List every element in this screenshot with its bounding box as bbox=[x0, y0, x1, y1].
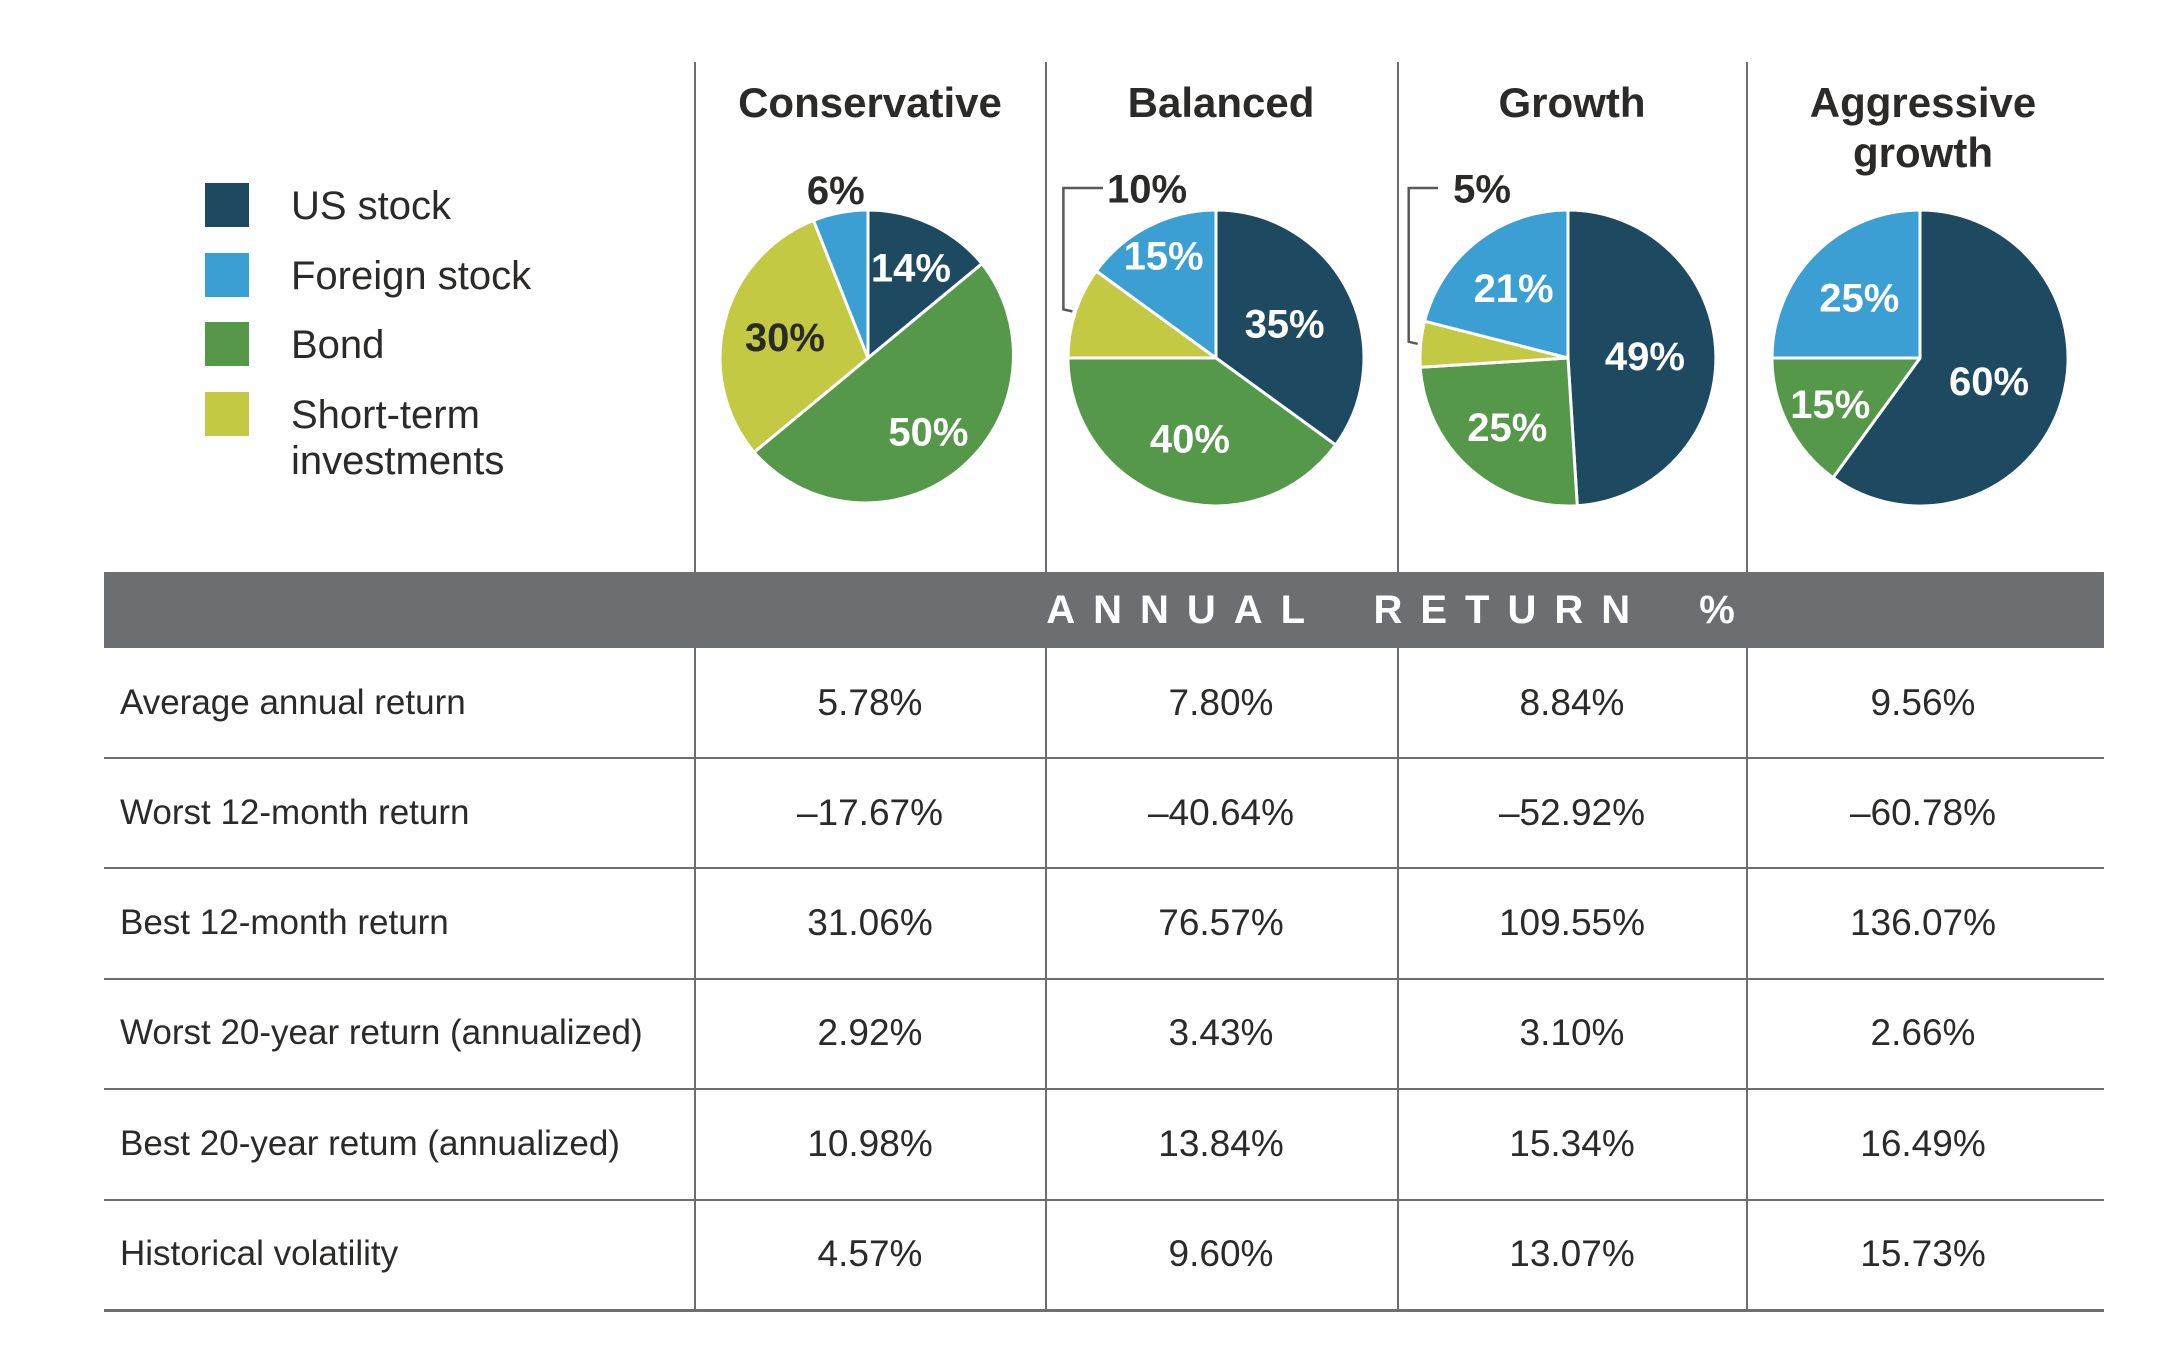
row-label-historical-volatility: Historical volatility bbox=[120, 1234, 399, 1273]
pie-chart-conservative: 14% 50% 30% 6% bbox=[718, 169, 1015, 505]
legend-item-us-stock: US stock bbox=[205, 183, 451, 229]
pie-slice-us-stock bbox=[866, 208, 984, 360]
table-cell: 13.07% bbox=[1509, 1233, 1635, 1274]
legend-item-bond: Bond bbox=[205, 322, 384, 368]
legend-label: Foreign stock bbox=[291, 254, 532, 298]
pie-slice-foreign-stock bbox=[1094, 208, 1218, 360]
annual-return-band: ANNUAL RETURN % bbox=[104, 572, 2104, 648]
row-divider bbox=[104, 1088, 2104, 1090]
row-label-best-12-month-return: Best 12-month return bbox=[120, 903, 449, 942]
pie-slice-percent-label: 15% bbox=[1124, 235, 1204, 279]
pie-slice-percent-label: 35% bbox=[1245, 303, 1325, 347]
pie-slice-short-term-investments bbox=[718, 218, 870, 454]
table-bottom-border bbox=[104, 1309, 2104, 1312]
row-divider bbox=[104, 757, 2104, 759]
column-divider bbox=[1045, 62, 1047, 1310]
table-cell: 8.84% bbox=[1519, 682, 1625, 723]
foreign-stock-swatch-icon bbox=[205, 253, 249, 297]
pie-slice-percent-label: 25% bbox=[1819, 277, 1899, 321]
pie-slice-bond bbox=[1066, 356, 1338, 508]
table-cell: 109.55% bbox=[1498, 902, 1646, 943]
short-term-swatch-icon bbox=[205, 392, 249, 436]
bond-swatch-icon bbox=[205, 322, 249, 366]
pie-slice-short-term-investments bbox=[1066, 269, 1218, 360]
table-cell: 76.57% bbox=[1158, 902, 1284, 943]
pie-slice-percent-label: 14% bbox=[871, 246, 951, 290]
table-cell: 136.07% bbox=[1849, 902, 1997, 943]
pie-slice-us-stock bbox=[1214, 208, 1366, 447]
pie-chart-balanced: 35% 40% 10% 15% bbox=[1062, 167, 1366, 508]
annual-return-title: ANNUAL RETURN % bbox=[1046, 588, 1753, 632]
pie-slice-us-stock bbox=[1566, 208, 1718, 508]
pie-slice-percent-label: 10% bbox=[1107, 167, 1187, 211]
pie-slice-percent-label: 60% bbox=[1949, 360, 2029, 404]
us-stock-swatch-icon bbox=[205, 183, 249, 227]
row-divider bbox=[104, 867, 2104, 869]
pie-slice-percent-label: 40% bbox=[1150, 418, 1230, 462]
table-cell: 15.34% bbox=[1509, 1123, 1635, 1164]
table-cell: –17.67% bbox=[796, 792, 944, 833]
legend-label: Bond bbox=[291, 323, 385, 367]
column-header-conservative: Conservative bbox=[738, 79, 1002, 126]
table-cell: –40.64% bbox=[1147, 792, 1295, 833]
table-cell: 16.49% bbox=[1860, 1123, 1986, 1164]
pie-slice-bond bbox=[1770, 356, 1922, 480]
table-cell: 2.66% bbox=[1870, 1012, 1976, 1053]
pie-slice-percent-label: 50% bbox=[888, 410, 968, 454]
column-divider bbox=[1397, 62, 1399, 1310]
pie-slice-foreign-stock bbox=[1423, 208, 1570, 360]
column-header-balanced: Balanced bbox=[1127, 79, 1315, 126]
pie-slice-percent-label: 6% bbox=[807, 169, 865, 213]
pie-chart-aggressive-growth: 60% 15% 25% bbox=[1770, 208, 2070, 508]
legend-label: Short-term investments bbox=[291, 393, 505, 483]
row-label-average-annual-return: Average annual return bbox=[120, 683, 466, 722]
pie-slice-foreign-stock bbox=[1770, 208, 1922, 360]
pie-chart-growth: 49% 25% 5% 21% bbox=[1407, 167, 1718, 508]
legend-item-short-term: Short-term investments bbox=[205, 392, 561, 484]
legend-item-foreign-stock: Foreign stock bbox=[205, 253, 531, 299]
row-label-worst-20-year-return: Worst 20-year return (annualized) bbox=[120, 1013, 643, 1052]
row-label-best-20-year-return: Best 20-year retum (annualized) bbox=[120, 1124, 620, 1163]
pie-slice-percent-label: 5% bbox=[1453, 167, 1511, 211]
table-cell: 7.80% bbox=[1168, 682, 1274, 723]
table-cell: 4.57% bbox=[817, 1233, 923, 1274]
table-cell: 10.98% bbox=[807, 1123, 933, 1164]
table-cell: 3.43% bbox=[1168, 1012, 1274, 1053]
table-cell: 13.84% bbox=[1158, 1123, 1284, 1164]
pie-slice-percent-label: 15% bbox=[1790, 383, 1870, 427]
column-header-aggressive-growth: Aggressive growth bbox=[1809, 79, 2037, 176]
table-cell: 5.78% bbox=[817, 682, 923, 723]
table-cell: –52.92% bbox=[1498, 792, 1646, 833]
table-cell: 15.73% bbox=[1860, 1233, 1986, 1274]
table-cell: –60.78% bbox=[1849, 792, 1997, 833]
pie-slice-bond bbox=[1418, 356, 1579, 508]
column-header-growth: Growth bbox=[1498, 79, 1646, 126]
row-divider bbox=[104, 978, 2104, 980]
pie-slice-percent-label: 21% bbox=[1474, 267, 1554, 311]
pie-slice-percent-label: 30% bbox=[745, 316, 825, 360]
table-cell: 31.06% bbox=[807, 902, 933, 943]
pie-slice-percent-label: 25% bbox=[1467, 406, 1547, 450]
row-divider bbox=[104, 1199, 2104, 1201]
legend-label: US stock bbox=[291, 184, 452, 228]
table-cell: 3.10% bbox=[1519, 1012, 1625, 1053]
pie-slice-foreign-stock bbox=[812, 208, 870, 360]
column-divider bbox=[694, 62, 696, 1310]
table-cell: 2.92% bbox=[817, 1012, 923, 1053]
table-cell: 9.60% bbox=[1168, 1233, 1274, 1274]
pct-callout-bracket bbox=[1407, 186, 1438, 346]
column-divider bbox=[1746, 62, 1748, 1310]
pie-slice-bond bbox=[752, 262, 1015, 505]
pie-slice-us-stock bbox=[1831, 208, 2070, 508]
table-cell: 9.56% bbox=[1870, 682, 1976, 723]
row-label-worst-12-month-return: Worst 12-month return bbox=[120, 793, 470, 832]
pie-slice-percent-label: 49% bbox=[1605, 335, 1685, 379]
pct-callout-bracket bbox=[1062, 186, 1103, 313]
